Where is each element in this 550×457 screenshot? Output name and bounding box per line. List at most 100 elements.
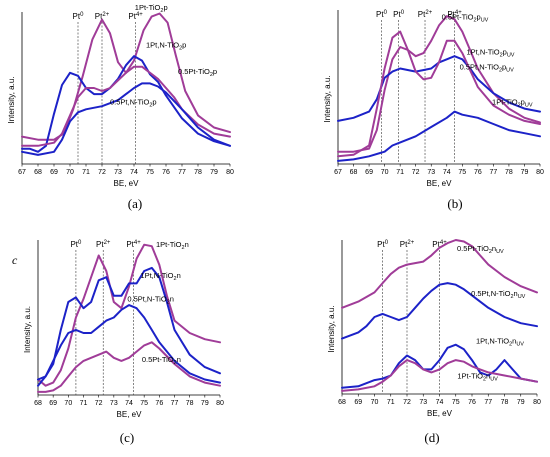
x-tick-label: 80 (216, 400, 224, 407)
series-line (37, 243, 221, 387)
reference-label: Pt4+ (128, 12, 143, 21)
x-tick-label: 80 (536, 169, 544, 176)
y-axis-label: Intensity, a.u. (323, 76, 332, 123)
x-tick-label: 73 (419, 399, 427, 406)
series-label: 1Pt,N-TiO2p (146, 40, 186, 51)
series-line (337, 110, 541, 162)
series-label: 0.5Pt-TiO2n (142, 355, 181, 366)
y-axis-label: Intensity, a.u. (23, 306, 32, 353)
x-tick-label: 79 (210, 169, 218, 176)
reference-label: Pt0 (393, 10, 405, 19)
series-label: 0.5Pt-TiO2nUV (457, 244, 504, 255)
y-axis-label: Intensity, a.u. (327, 306, 336, 353)
x-tick-label: 77 (484, 399, 492, 406)
series-line (37, 304, 221, 387)
x-tick-label: 78 (505, 169, 513, 176)
reference-label: Pt2+ (418, 10, 433, 19)
x-tick-label: 76 (474, 169, 482, 176)
reference-label: Pt0 (376, 10, 388, 19)
x-tick-label: 75 (458, 169, 466, 176)
x-tick-label: 72 (412, 169, 420, 176)
reference-label: Pt4+ (447, 10, 462, 19)
series-line (21, 65, 231, 147)
x-tick-label: 69 (50, 169, 58, 176)
panel-label: (b) (447, 196, 462, 211)
x-axis-label: BE, eV (117, 410, 143, 419)
series-label: 0.5Pt,N-TiO2n (127, 294, 174, 305)
x-tick-label: 71 (396, 169, 404, 176)
series-label: 1Pt,N-TiO2n (140, 271, 180, 282)
x-tick-label: 79 (521, 169, 529, 176)
x-tick-label: 80 (226, 169, 234, 176)
series-label: 0.5Pt-TiO2pUV (442, 13, 489, 24)
series-label: 1Pt-TiO2n (156, 240, 189, 251)
x-tick-label: 78 (194, 169, 202, 176)
x-tick-label: 69 (365, 169, 373, 176)
series-line (37, 341, 221, 393)
series-line (337, 15, 541, 153)
x-axis-label: BE, eV (427, 409, 453, 418)
chart-panel-a: 67 68 69 70 71 72 73 74 75 76 77 78 79 80 BE, eV Intens… (7, 3, 234, 211)
x-tick-label: 71 (82, 169, 90, 176)
series-label: 1Pt-TiO2p (135, 3, 168, 14)
series-line (341, 239, 538, 309)
x-tick-label: 74 (125, 400, 133, 407)
x-tick-label: 70 (66, 169, 74, 176)
reference-label: Pt0 (377, 240, 389, 249)
x-tick-label: 68 (350, 169, 358, 176)
series-label: 0.5Pt,N-TiO2p (110, 98, 157, 109)
reference-label: Pt4+ (126, 240, 141, 249)
x-tick-label: 74 (443, 169, 451, 176)
x-tick-label: 75 (146, 169, 154, 176)
reference-label: Pt0 (73, 12, 85, 21)
x-tick-label: 79 (201, 400, 209, 407)
x-tick-label: 72 (95, 400, 103, 407)
x-tick-label: 71 (80, 400, 88, 407)
x-tick-label: 73 (114, 169, 122, 176)
x-tick-label: 68 (338, 399, 346, 406)
chart-panel-c: 68 69 70 71 72 73 74 75 76 77 78 79 80 BE, eV Intensit… (12, 240, 224, 445)
panel-label: (a) (128, 196, 142, 211)
series-label: 0.5Pt,N-TiO2nUV (471, 289, 526, 300)
x-tick-label: 78 (501, 399, 509, 406)
x-tick-label: 73 (427, 169, 435, 176)
x-tick-label: 77 (178, 169, 186, 176)
x-tick-label: 69 (354, 399, 362, 406)
x-tick-label: 70 (371, 399, 379, 406)
x-tick-label: 80 (533, 399, 541, 406)
series-label: 0.5Pt,N-TiO2pUV (460, 62, 515, 73)
series-label: 1Pt,N-TiO2pUV (467, 48, 515, 59)
series-line (21, 82, 231, 156)
x-tick-label: 73 (110, 400, 118, 407)
reference-label: Pt0 (70, 240, 82, 249)
series-label: 1Pt-TiO2nUV (457, 371, 498, 382)
x-tick-label: 68 (34, 169, 42, 176)
reference-label: Pt2+ (400, 240, 415, 249)
series-line (341, 282, 538, 340)
x-tick-label: 71 (387, 399, 395, 406)
series-label: 0.5Pt-TiO2p (178, 67, 217, 78)
x-tick-label: 79 (517, 399, 525, 406)
x-tick-label: 76 (155, 400, 163, 407)
x-tick-label: 68 (34, 400, 42, 407)
x-tick-label: 69 (49, 400, 57, 407)
chart-panel-b: 67 68 69 70 71 72 73 74 75 76 77 78 79 80 BE, eV Intens… (323, 10, 544, 211)
reference-label: Pt2+ (95, 12, 110, 21)
x-tick-label: 74 (130, 169, 138, 176)
x-axis-label: BE, eV (114, 179, 140, 188)
series-line (37, 266, 221, 381)
x-axis-label: BE, eV (427, 179, 453, 188)
series-label: 1Pt-TiO2pUV (492, 97, 533, 108)
reference-label: Pt2+ (96, 240, 111, 249)
x-tick-label: 67 (334, 169, 342, 176)
x-tick-label: 77 (171, 400, 179, 407)
series-line (337, 55, 541, 122)
x-tick-label: 72 (403, 399, 411, 406)
x-tick-label: 74 (436, 399, 444, 406)
corner-label: c (12, 253, 18, 267)
x-tick-label: 72 (98, 169, 106, 176)
x-tick-label: 75 (140, 400, 148, 407)
series-line (337, 30, 541, 158)
panel-label: (d) (424, 430, 439, 445)
